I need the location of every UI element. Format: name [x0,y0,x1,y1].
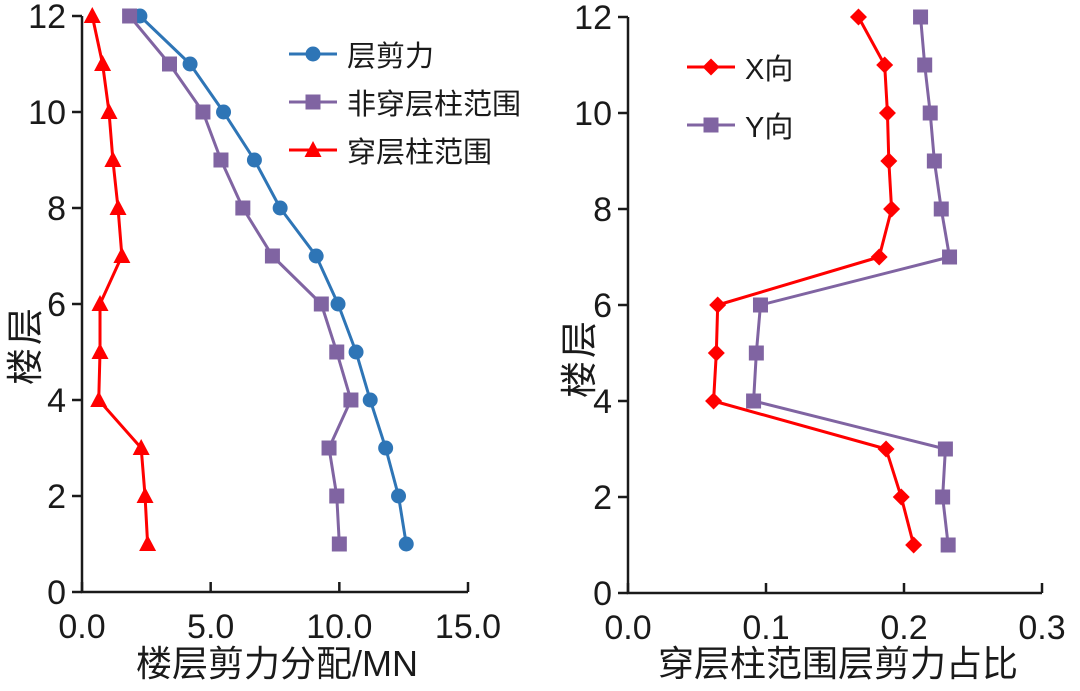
svg-text:0.3: 0.3 [1018,609,1065,647]
chart-0-y-axis-ticks: 0 2 4 6 8 10 12 [28,0,82,612]
chart-1-series-0 [705,8,923,554]
legend-item-y-direction: Y向 [686,111,793,144]
svg-text:8: 8 [47,190,66,228]
svg-text:2: 2 [47,478,66,516]
legend-sample-diamond-icon [687,58,735,76]
svg-text:12: 12 [574,0,612,37]
svg-text:10: 10 [574,95,612,133]
left-legend: 层剪力 非穿层柱范围 穿层柱范围 [288,40,521,184]
chart-0-series-2 [83,7,157,551]
svg-text:10.0: 10.0 [306,608,372,646]
svg-text:10: 10 [28,94,66,132]
legend-label-y-direction: Y向 [745,112,794,144]
svg-text:6: 6 [593,287,612,325]
svg-text:0.2: 0.2 [880,609,927,647]
chart-0-series-1 [122,8,359,552]
legend-sample-circle-icon [289,46,337,62]
chart-1-series-1 [746,9,958,553]
svg-text:0.1: 0.1 [742,609,789,647]
chart-1-x-axis-ticks: 0.0 0.1 0.2 0.3 [604,583,1066,647]
left-y-axis-label: 楼层 [5,305,46,385]
legend-label-non-through-column-range: 非穿层柱范围 [347,89,522,121]
svg-text:8: 8 [593,191,612,229]
svg-text:6: 6 [47,286,66,324]
legend-label-through-column-range: 穿层柱范围 [347,137,493,169]
svg-text:0: 0 [47,574,66,612]
svg-text:5.0: 5.0 [187,608,234,646]
legend-item-non-through-column-range: 非穿层柱范围 [288,88,521,121]
legend-sample-triangle-icon [289,141,337,157]
svg-text:2: 2 [593,479,612,517]
left-x-axis-label: 楼层剪力分配/MN [136,643,418,684]
right-legend: X向 Y向 [686,53,793,169]
svg-text:4: 4 [47,382,66,420]
legend-item-through-column-range: 穿层柱范围 [288,136,521,169]
chart-0-series-0 [132,8,414,552]
svg-text:15.0: 15.0 [435,608,501,646]
svg-text:0: 0 [593,575,612,613]
svg-text:0.0: 0.0 [58,608,105,646]
legend-sample-square-icon [289,94,337,110]
chart-1-y-axis-ticks: 0 2 4 6 8 10 12 [574,0,628,613]
svg-text:4: 4 [593,383,612,421]
legend-label-layer-shear: 层剪力 [347,41,435,73]
chart-0-x-axis-ticks: 0.0 5.0 10.0 15.0 [58,582,501,646]
right-x-axis-label: 穿层柱范围层剪力占比 [657,643,1019,684]
legend-item-layer-shear: 层剪力 [288,40,521,73]
legend-sample-square-icon [687,117,735,133]
svg-text:0.0: 0.0 [604,609,651,647]
chart-1-plot: 0 2 4 6 8 10 12 0.0 0.1 0.2 0.3 [574,0,1065,647]
right-y-axis-label: 楼层 [559,318,600,398]
chart-0-plot: 0 2 4 6 8 10 12 0.0 5.0 10.0 15.0 [28,0,501,646]
svg-text:12: 12 [28,0,66,36]
legend-item-x-direction: X向 [686,53,793,86]
legend-label-x-direction: X向 [745,54,794,86]
